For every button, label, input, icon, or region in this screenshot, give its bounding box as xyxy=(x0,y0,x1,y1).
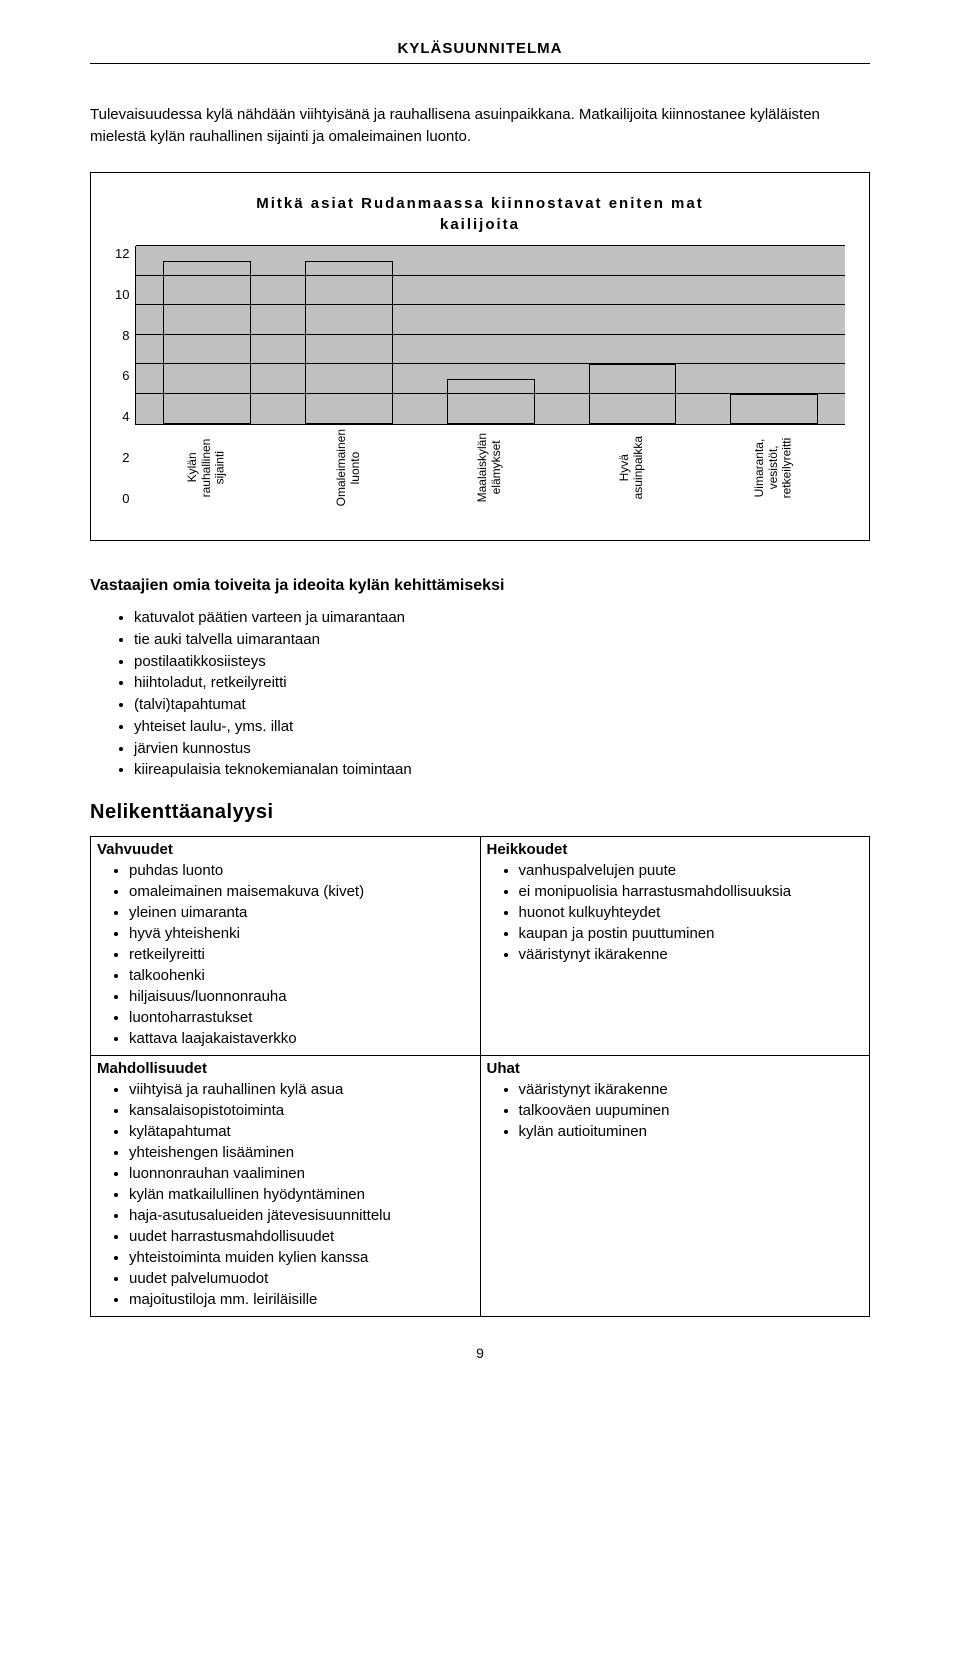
ideas-item: postilaatikkosiisteys xyxy=(134,651,870,673)
swot-threat-item: talkooväen uupuminen xyxy=(519,1100,864,1121)
swot-weakness-item: kaupan ja postin puuttuminen xyxy=(519,923,864,944)
x-label-slot: Kylänrauhallinensijainti xyxy=(135,429,277,506)
bar xyxy=(730,394,818,424)
x-axis-labels: Kylänrauhallinensijainti Omaleimainenluon… xyxy=(135,429,845,506)
swot-opportunity-item: uudet palvelumuodot xyxy=(129,1268,474,1289)
swot-opportunity-item: kylätapahtumat xyxy=(129,1121,474,1142)
intro-paragraph: Tulevaisuudessa kylä nähdään viihtyisänä… xyxy=(90,104,870,148)
swot-opportunity-item: majoitustiloja mm. leiriläisille xyxy=(129,1289,474,1310)
y-tick: 0 xyxy=(122,491,129,506)
y-tick: 2 xyxy=(122,450,129,465)
gridline xyxy=(136,275,845,276)
ideas-item: katuvalot päätien varteen ja uimarantaan xyxy=(134,607,870,629)
ideas-item: hiihtoladut, retkeilyreitti xyxy=(134,672,870,694)
x-label-slot: Hyväasuinpaikka xyxy=(561,429,703,506)
bar xyxy=(305,261,393,424)
gridline xyxy=(136,334,845,335)
header-rule xyxy=(90,63,870,64)
swot-strengths-list: puhdas luontoomaleimainen maisemakuva (k… xyxy=(97,860,474,1049)
chart-title-line2: kailijoita xyxy=(440,216,520,233)
bar-slot xyxy=(703,246,845,424)
swot-strengths-cell: Vahvuudet puhdas luontoomaleimainen mais… xyxy=(91,837,481,1056)
swot-opportunities-list: viihtyisä ja rauhallinen kylä asuakansal… xyxy=(97,1079,474,1310)
swot-heading: Nelikenttäanalyysi xyxy=(90,801,870,824)
swot-strength-item: omaleimainen maisemakuva (kivet) xyxy=(129,881,474,902)
ideas-item: (talvi)tapahtumat xyxy=(134,694,870,716)
page-header-title: KYLÄSUUNNITELMA xyxy=(90,40,870,57)
ideas-item: kiireapulaisia teknokemianalan toimintaa… xyxy=(134,759,870,781)
y-tick: 12 xyxy=(115,246,129,261)
bar-slot xyxy=(278,246,420,424)
x-label: Uimaranta,vesistöt,retkeilyreitti xyxy=(753,429,794,506)
swot-threats-list: vääristynyt ikärakennetalkooväen uupumin… xyxy=(487,1079,864,1142)
swot-weakness-item: ei monipuolisia harrastusmahdollisuuksia xyxy=(519,881,864,902)
swot-threat-item: kylän autioituminen xyxy=(519,1121,864,1142)
y-axis: 12 10 8 6 4 2 0 xyxy=(115,246,135,506)
bar xyxy=(163,261,251,424)
plot xyxy=(135,246,845,425)
x-label-slot: Maalaiskylänelämykset xyxy=(419,429,561,506)
swot-table: Vahvuudet puhdas luontoomaleimainen mais… xyxy=(90,836,870,1317)
x-label: Hyväasuinpaikka xyxy=(618,429,646,506)
swot-weaknesses-cell: Heikkoudet vanhuspalvelujen puuteei moni… xyxy=(480,837,870,1056)
x-label-slot: Uimaranta,vesistöt,retkeilyreitti xyxy=(703,429,845,506)
gridline xyxy=(136,393,845,394)
ideas-list: katuvalot päätien varteen ja uimarantaan… xyxy=(90,607,870,781)
swot-opportunity-item: luonnonrauhan vaaliminen xyxy=(129,1163,474,1184)
swot-opportunity-item: yhteistoiminta muiden kylien kanssa xyxy=(129,1247,474,1268)
bar-slot xyxy=(562,246,704,424)
swot-threats-cell: Uhat vääristynyt ikärakennetalkooväen uu… xyxy=(480,1056,870,1317)
ideas-item: tie auki talvella uimarantaan xyxy=(134,629,870,651)
ideas-heading: Vastaajien omia toiveita ja ideoita kylä… xyxy=(90,577,870,595)
swot-threat-item: vääristynyt ikärakenne xyxy=(519,1079,864,1100)
chart-title-line1: Mitkä asiat Rudanmaassa kiinnostavat eni… xyxy=(256,195,703,212)
swot-weakness-item: huonot kulkuyhteydet xyxy=(519,902,864,923)
swot-weakness-item: vanhuspalvelujen puute xyxy=(519,860,864,881)
swot-strength-item: hyvä yhteishenki xyxy=(129,923,474,944)
swot-strength-item: hiljaisuus/luonnonrauha xyxy=(129,986,474,1007)
swot-opportunities-cell: Mahdollisuudet viihtyisä ja rauhallinen … xyxy=(91,1056,481,1317)
chart-frame: Mitkä asiat Rudanmaassa kiinnostavat eni… xyxy=(90,172,870,542)
swot-threats-title: Uhat xyxy=(487,1060,864,1077)
chart-title: Mitkä asiat Rudanmaassa kiinnostavat eni… xyxy=(115,193,845,237)
bar-slot xyxy=(136,246,278,424)
bars-container xyxy=(136,246,845,424)
swot-weaknesses-title: Heikkoudet xyxy=(487,841,864,858)
swot-strength-item: puhdas luonto xyxy=(129,860,474,881)
y-tick: 4 xyxy=(122,409,129,424)
bar xyxy=(447,379,535,423)
swot-weakness-item: vääristynyt ikärakenne xyxy=(519,944,864,965)
x-label: Maalaiskylänelämykset xyxy=(476,429,504,506)
x-label: Omaleimainenluonto xyxy=(335,429,363,506)
chart-area: 12 10 8 6 4 2 0 Kylänrauhallinensijainti Omalei… xyxy=(115,246,845,506)
swot-strength-item: kattava laajakaistaverkko xyxy=(129,1028,474,1049)
bar-slot xyxy=(420,246,562,424)
swot-opportunities-title: Mahdollisuudet xyxy=(97,1060,474,1077)
y-tick: 10 xyxy=(115,287,129,302)
swot-opportunity-item: viihtyisä ja rauhallinen kylä asua xyxy=(129,1079,474,1100)
swot-strengths-title: Vahvuudet xyxy=(97,841,474,858)
swot-strength-item: talkoohenki xyxy=(129,965,474,986)
swot-opportunity-item: kylän matkailullinen hyödyntäminen xyxy=(129,1184,474,1205)
swot-weaknesses-list: vanhuspalvelujen puuteei monipuolisia ha… xyxy=(487,860,864,965)
gridline xyxy=(136,363,845,364)
x-label: Kylänrauhallinensijainti xyxy=(186,429,227,506)
ideas-item: järvien kunnostus xyxy=(134,738,870,760)
ideas-item: yhteiset laulu-, yms. illat xyxy=(134,716,870,738)
swot-strength-item: luontoharrastukset xyxy=(129,1007,474,1028)
plot-wrap: Kylänrauhallinensijainti Omaleimainenluon… xyxy=(135,246,845,506)
swot-opportunity-item: haja-asutusalueiden jätevesisuunnittelu xyxy=(129,1205,474,1226)
swot-strength-item: retkeilyreitti xyxy=(129,944,474,965)
page-number: 9 xyxy=(90,1345,870,1361)
gridline xyxy=(136,245,845,246)
y-tick: 8 xyxy=(122,328,129,343)
gridline xyxy=(136,304,845,305)
x-label-slot: Omaleimainenluonto xyxy=(277,429,419,506)
swot-opportunity-item: uudet harrastusmahdollisuudet xyxy=(129,1226,474,1247)
y-tick: 6 xyxy=(122,368,129,383)
swot-strength-item: yleinen uimaranta xyxy=(129,902,474,923)
swot-opportunity-item: yhteishengen lisääminen xyxy=(129,1142,474,1163)
swot-opportunity-item: kansalaisopistotoiminta xyxy=(129,1100,474,1121)
